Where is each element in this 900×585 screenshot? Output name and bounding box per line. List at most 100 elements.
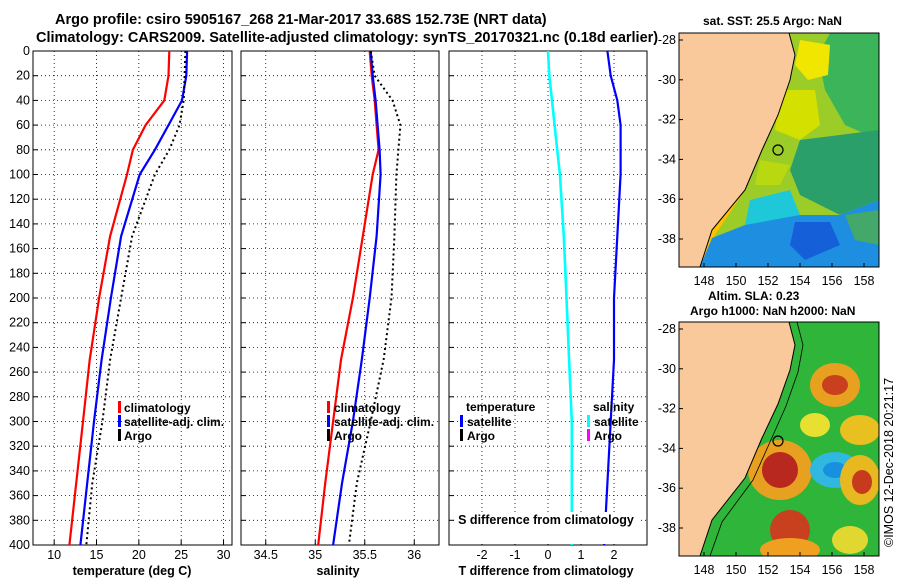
s-axis-label-box bbox=[455, 512, 639, 544]
depth-tick-label: 380 bbox=[9, 513, 30, 527]
temperature-difference-line bbox=[603, 51, 622, 545]
depth-tick-label: 200 bbox=[9, 291, 30, 305]
lon-tick-label: 156 bbox=[822, 274, 843, 288]
lat-tick-label: -38 bbox=[658, 521, 676, 535]
lat-tick-label: -32 bbox=[658, 402, 676, 416]
sla-depth-contour bbox=[709, 322, 804, 556]
legend-swatch-argo bbox=[327, 429, 330, 441]
lat-tick-label: -32 bbox=[658, 113, 676, 127]
sla-coastline bbox=[699, 322, 796, 556]
depth-tick-label: 140 bbox=[9, 217, 30, 231]
lat-tick-label: -30 bbox=[658, 73, 676, 87]
legend-swatch-climatology bbox=[327, 401, 330, 413]
sla-map: Altim. SLA: 0.23 Argo h1000: NaN h2000: … bbox=[658, 289, 880, 577]
legend-label-satellite: satellite-adj. clim. bbox=[124, 415, 224, 429]
temperature-climatology-line bbox=[68, 51, 171, 545]
legend-swatch-argo bbox=[118, 429, 121, 441]
depth-tick-label: 100 bbox=[9, 168, 30, 182]
legend-swatch-s-argo bbox=[587, 429, 590, 441]
depth-tick-label: 80 bbox=[16, 143, 30, 157]
temperature-axis-label: temperature (deg C) bbox=[73, 564, 192, 578]
sla-argo-location-marker bbox=[772, 435, 784, 447]
lon-tick-label: 150 bbox=[726, 274, 747, 288]
x-tick-label: 30 bbox=[217, 548, 231, 562]
legend-title-salinity: salinity bbox=[593, 400, 635, 414]
temperature-grid bbox=[33, 50, 232, 546]
imos-credit: ©IMOS 12-Dec-2018 20:21:17 bbox=[882, 378, 896, 547]
temperature-panel: 0 20 40 60 80 100 120 140 160 180 200 220 240 260 280 3… bbox=[9, 44, 233, 578]
legend-label-climatology: climatology bbox=[124, 401, 191, 415]
legend-swatch-satellite bbox=[118, 415, 121, 427]
legend-swatch-satellite bbox=[327, 415, 330, 427]
lon-tick-label: 148 bbox=[694, 563, 715, 577]
difference-legend: temperature satellite Argo salinity sate… bbox=[460, 400, 639, 443]
depth-tick-label: 300 bbox=[9, 415, 30, 429]
sla-map-title: Altim. SLA: 0.23 bbox=[708, 289, 800, 303]
lat-tick-label: -28 bbox=[658, 322, 676, 336]
sst-coastline bbox=[699, 33, 796, 267]
figure-title-line2: Climatology: CARS2009. Satellite-adjuste… bbox=[36, 30, 658, 46]
sla-field bbox=[748, 363, 879, 556]
x-tick-label: 34.5 bbox=[254, 548, 278, 562]
legend-label-t-argo: Argo bbox=[467, 429, 495, 443]
sla-map-frame bbox=[678, 321, 880, 557]
x-tick-label: 1 bbox=[578, 548, 585, 562]
x-tick-label: 15 bbox=[90, 548, 104, 562]
sst-field bbox=[700, 33, 879, 267]
depth-tick-label: 180 bbox=[9, 266, 30, 280]
x-tick-label: 36 bbox=[407, 548, 421, 562]
lon-tick-label: 154 bbox=[790, 274, 811, 288]
lon-tick-label: 158 bbox=[854, 274, 875, 288]
legend-label-climatology: climatology bbox=[334, 401, 401, 415]
temperature-tick-labels: 10 15 20 25 30 bbox=[47, 548, 230, 562]
lon-tick-label: 152 bbox=[758, 274, 779, 288]
sst-argo-location-marker bbox=[772, 144, 784, 156]
legend-label-argo: Argo bbox=[334, 429, 362, 443]
salinity-difference-line bbox=[546, 51, 574, 545]
lat-tick-label: -34 bbox=[658, 441, 676, 455]
lat-tick-label: -34 bbox=[658, 152, 676, 166]
legend-title-temperature: temperature bbox=[466, 400, 536, 414]
depth-tick-label: 220 bbox=[9, 316, 30, 330]
difference-grid bbox=[449, 50, 647, 546]
temperature-legend: climatology satellite-adj. clim. Argo bbox=[118, 401, 224, 443]
depth-tick-label: 0 bbox=[23, 44, 30, 58]
lat-tick-label: -38 bbox=[658, 232, 676, 246]
depth-tick-label: 20 bbox=[16, 69, 30, 83]
lon-tick-label: 152 bbox=[758, 563, 779, 577]
lon-tick-label: 156 bbox=[822, 563, 843, 577]
legend-label-t-satellite: satellite bbox=[467, 415, 512, 429]
temperature-satellite-line bbox=[79, 51, 189, 545]
lat-tick-label: -30 bbox=[658, 362, 676, 376]
sla-lon-tick-labels: 148 150 152 154 156 158 bbox=[694, 552, 875, 577]
sst-map-frame bbox=[678, 32, 880, 268]
sst-lon-tick-labels: 148 150 152 154 156 158 bbox=[694, 263, 875, 288]
legend-swatch-t-satellite bbox=[460, 415, 463, 427]
x-tick-label: -1 bbox=[509, 548, 520, 562]
salinity-satellite-line bbox=[332, 51, 382, 545]
x-tick-label: 2 bbox=[611, 548, 618, 562]
sst-map-title: sat. SST: 25.5 Argo: NaN bbox=[703, 14, 842, 28]
salinity-panel: 34.5 35 35.5 36 climatology satellite-adj. … bbox=[240, 50, 440, 578]
sla-land-mask bbox=[679, 322, 795, 556]
x-tick-label: 25 bbox=[174, 548, 188, 562]
temperature-argo-line bbox=[85, 51, 187, 545]
lat-tick-label: -36 bbox=[658, 481, 676, 495]
lon-tick-label: 148 bbox=[694, 274, 715, 288]
depth-tick-label: 260 bbox=[9, 365, 30, 379]
t-difference-tick-labels: -2 -1 0 1 2 bbox=[476, 548, 617, 562]
depth-tick-label: 360 bbox=[9, 489, 30, 503]
lat-tick-label: -36 bbox=[658, 192, 676, 206]
salinity-argo-line bbox=[347, 51, 402, 545]
lon-tick-label: 154 bbox=[790, 563, 811, 577]
salinity-legend: climatology satellite-adj. clim. Argo bbox=[327, 401, 434, 443]
lon-tick-label: 158 bbox=[854, 563, 875, 577]
salinity-tick-labels: 34.5 35 35.5 36 bbox=[254, 548, 422, 562]
depth-tick-label: 160 bbox=[9, 242, 30, 256]
legend-label-argo: Argo bbox=[124, 429, 152, 443]
salinity-grid bbox=[241, 50, 439, 546]
legend-swatch-climatology bbox=[118, 401, 121, 413]
figure-title-line1: Argo profile: csiro 5905167_268 21-Mar-2… bbox=[55, 12, 547, 28]
